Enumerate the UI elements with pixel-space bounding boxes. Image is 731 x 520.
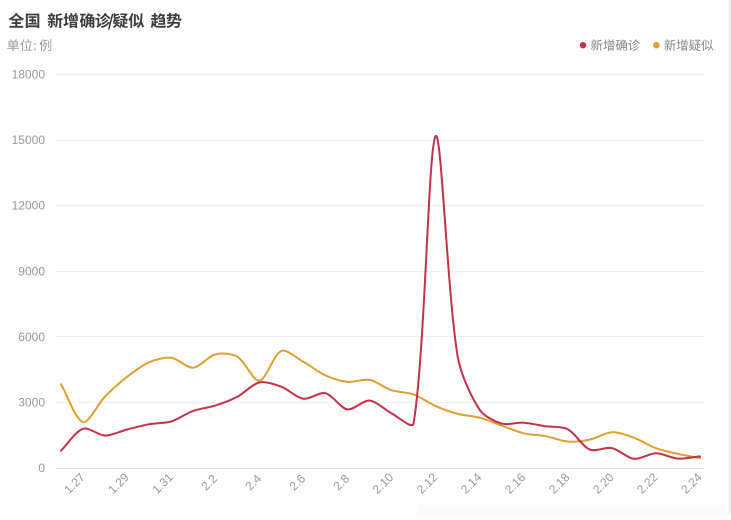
svg-text:15000: 15000 xyxy=(12,133,46,147)
svg-text:12000: 12000 xyxy=(12,199,46,213)
svg-text:6000: 6000 xyxy=(18,330,45,344)
svg-text:18000: 18000 xyxy=(12,68,46,82)
svg-text:0: 0 xyxy=(38,461,45,475)
svg-text:9000: 9000 xyxy=(18,264,45,278)
svg-text:3000: 3000 xyxy=(18,396,45,410)
